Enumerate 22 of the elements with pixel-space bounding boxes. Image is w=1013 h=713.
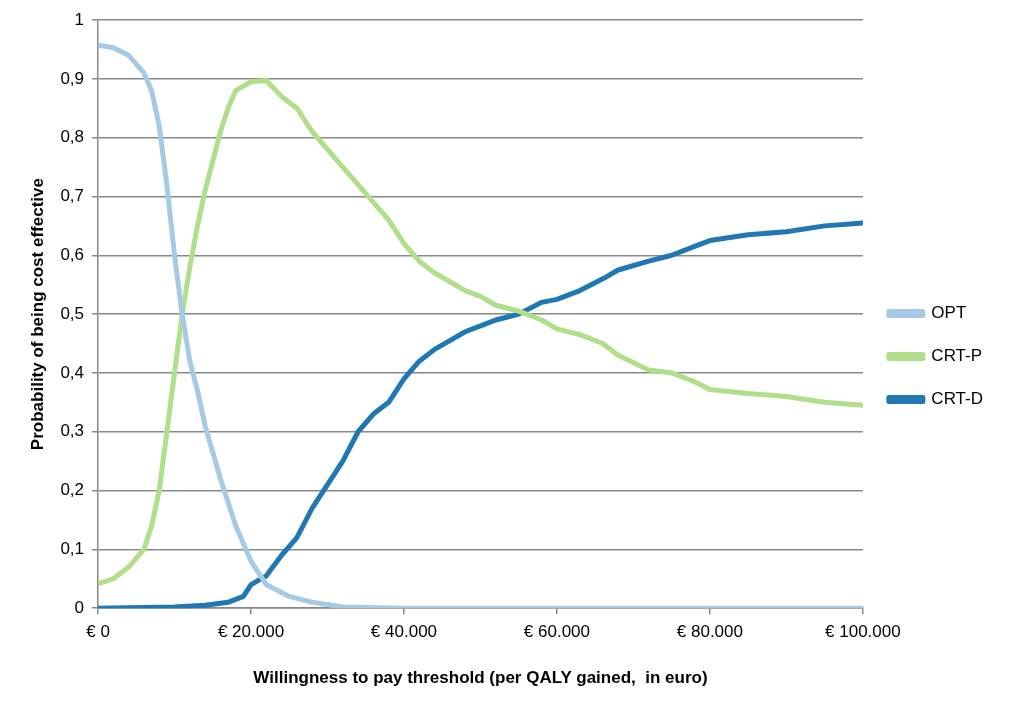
- x-tick-label: € 80.000: [676, 622, 743, 642]
- legend-label: OPT: [931, 303, 967, 323]
- x-tick-label: € 40.000: [370, 622, 438, 642]
- legend-label: CRT-D: [931, 389, 984, 409]
- legend-label: CRT-P: [931, 346, 983, 366]
- x-axis-title: Willingness to pay threshold (per QALY gained, in euro): [253, 668, 708, 688]
- y-axis-title: Probability of being cost effective: [27, 178, 47, 451]
- y-tick-label: 0,5: [60, 303, 85, 323]
- x-tick-label: € 0: [86, 622, 110, 642]
- y-tick-label: 0,2: [60, 480, 85, 500]
- y-tick-label: 0,4: [60, 362, 85, 382]
- y-tick-label: 0,6: [60, 244, 85, 264]
- y-tick-label: 0,8: [60, 127, 85, 147]
- y-tick-label: 1: [74, 9, 85, 29]
- y-tick-label: 0,1: [60, 539, 85, 559]
- y-tick-label: 0,9: [60, 68, 85, 88]
- x-tick-label: € 60.000: [523, 622, 591, 642]
- x-tick-label: € 20.000: [217, 622, 285, 642]
- y-tick-label: 0: [74, 597, 85, 617]
- x-tick-label: € 100.000: [825, 622, 901, 642]
- y-tick-label: 0,7: [60, 186, 85, 206]
- y-tick-label: 0,3: [60, 421, 85, 441]
